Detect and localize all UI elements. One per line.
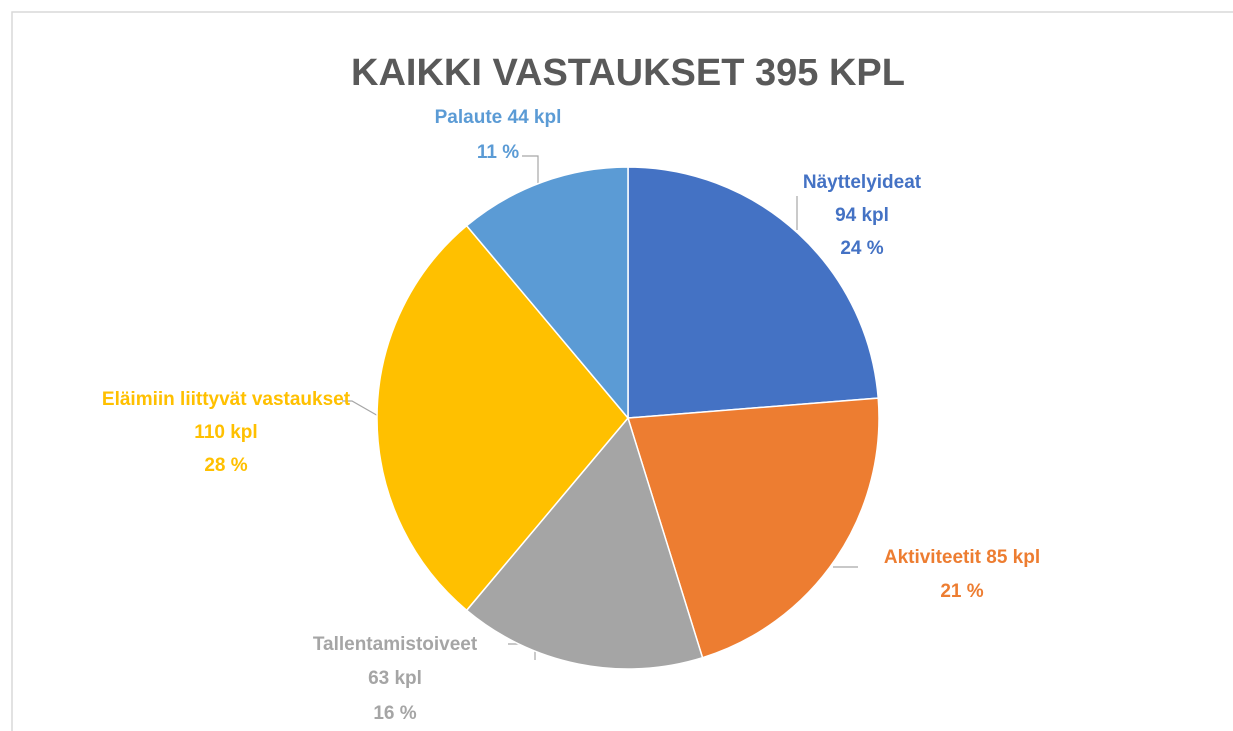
value-label: 44 kpl <box>508 107 562 128</box>
data-label: Eläimiin liittyvät vastaukset <box>102 389 351 410</box>
category-label: Eläimiin liittyvät vastaukset <box>102 389 351 410</box>
pie-slice <box>627 397 880 659</box>
value-label: 110 kpl <box>194 422 257 443</box>
category-label: Näyttelyideat <box>803 172 922 193</box>
data-label: 21 % <box>940 581 983 602</box>
data-label: 94 kpl <box>835 205 889 226</box>
pie-slice <box>627 166 880 419</box>
data-label: 110 kpl <box>194 422 257 443</box>
chart-title: KAIKKI VASTAUKSET 395 KPL <box>351 52 905 94</box>
percentage-label: 24 % <box>840 238 883 259</box>
percentage-label: 28 % <box>204 455 247 476</box>
value-label: 94 kpl <box>835 205 889 226</box>
percentage-label: 11 % <box>477 142 519 163</box>
pie-slice <box>465 166 629 421</box>
leader-line <box>342 400 381 418</box>
chart-border <box>11 11 1233 731</box>
value-label: 85 kpl <box>986 547 1040 568</box>
data-label: 24 % <box>840 238 883 259</box>
data-label: 11 % <box>477 142 519 163</box>
data-label: 16 % <box>373 703 416 724</box>
pie-slice <box>376 224 629 612</box>
data-label: Palaute 44 kpl <box>435 107 562 128</box>
percentage-label: 21 % <box>940 581 983 602</box>
data-label: Näyttelyideat <box>803 172 922 193</box>
percentage-label: 16 % <box>373 703 416 724</box>
data-label: 63 kpl <box>368 668 422 689</box>
data-label: Tallentamistoiveet <box>313 634 478 655</box>
data-label: 28 % <box>204 455 247 476</box>
data-label: Aktiviteetit 85 kpl <box>884 547 1040 568</box>
category-label: Palaute <box>435 107 503 128</box>
leader-line <box>522 155 539 183</box>
category-label: Aktiviteetit <box>884 547 982 568</box>
value-label: 63 kpl <box>368 668 422 689</box>
pie-slice <box>465 416 704 670</box>
category-label: Tallentamistoiveet <box>313 634 478 655</box>
